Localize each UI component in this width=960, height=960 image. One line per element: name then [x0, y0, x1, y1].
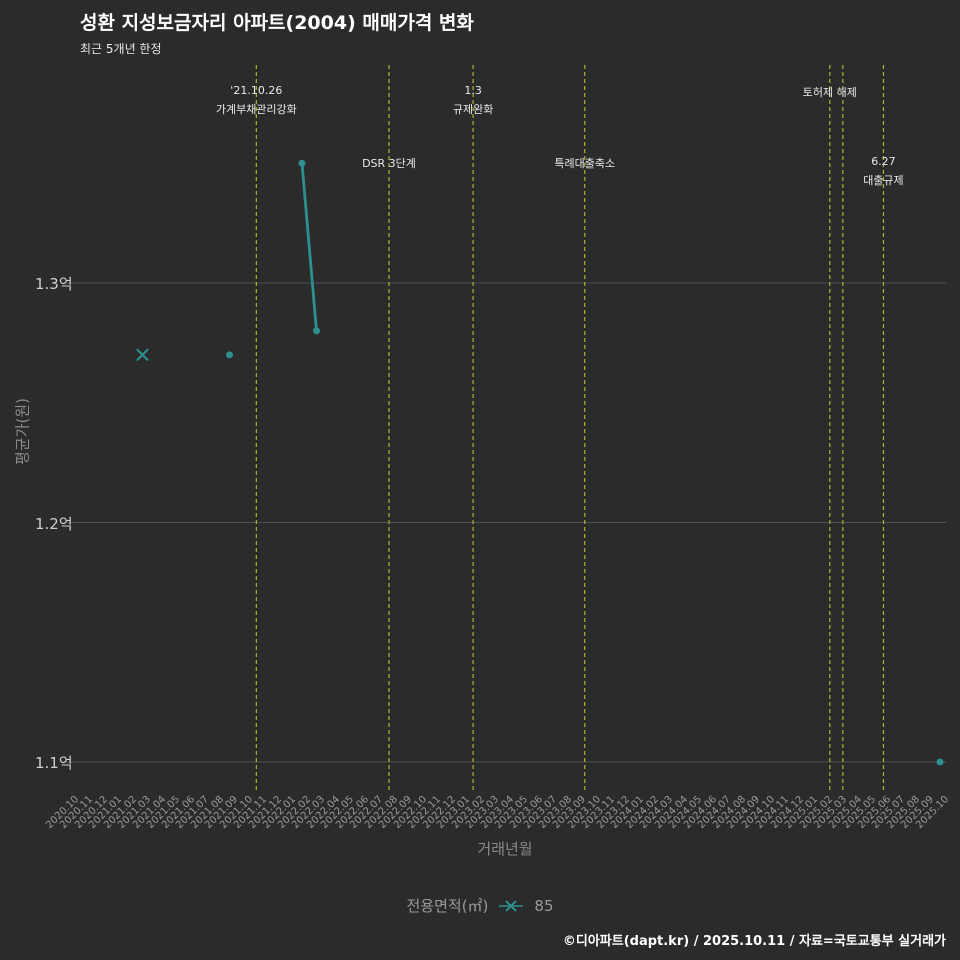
data-point-x-marker: [136, 348, 149, 361]
legend-x-marker: [499, 899, 524, 912]
event-annotation: 6.27: [871, 155, 896, 168]
data-point-dot: [936, 758, 944, 766]
event-annotation: '21.10.26: [230, 84, 283, 97]
legend-series-name: 85: [534, 896, 554, 915]
data-point-dot: [313, 327, 320, 335]
event-annotation: 가계부채관리강화: [215, 103, 297, 116]
event-annotation: DSR 3단계: [362, 157, 416, 170]
event-annotation: 특례대출축소: [554, 157, 616, 170]
y-tick-label: 1.1억: [35, 754, 73, 772]
series-line: [300, 161, 318, 333]
y-tick-label: 1.3억: [35, 275, 73, 293]
x-axis-label: 거래년월: [477, 840, 533, 858]
chart-title: 성환 지성보금자리 아파트(2004) 매매가격 변화: [80, 12, 474, 34]
event-annotation: 토허제 해제: [802, 86, 857, 99]
event-annotation: 대출규제: [863, 174, 904, 187]
data-point-dot: [298, 159, 306, 167]
data-point-dot: [226, 351, 233, 359]
event-annotation: 규제완화: [452, 103, 494, 116]
y-tick-label: 1.2억: [35, 514, 73, 533]
event-annotation: 1.3: [464, 84, 482, 97]
legend-label: 전용면적(㎡): [406, 897, 489, 915]
footer-credit: ©디아파트(dapt.kr) / 2025.10.11 / 자료=국토교통부 실…: [562, 934, 946, 949]
y-axis-label: 평균가(원): [13, 398, 32, 465]
legend: 전용면적(㎡) 85: [0, 895, 960, 916]
chart-subtitle: 최근 5개년 한정: [80, 42, 162, 56]
